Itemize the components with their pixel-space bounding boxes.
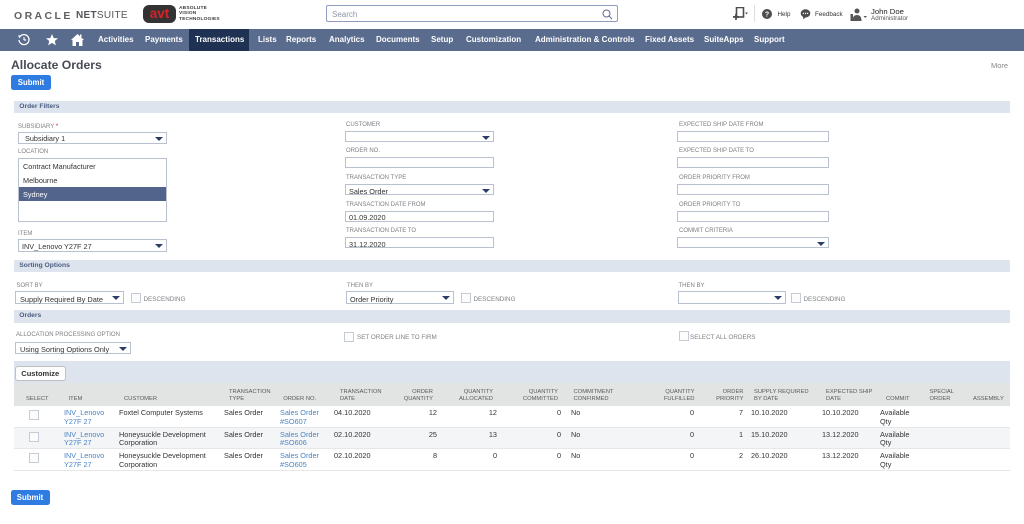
svg-text:?: ? bbox=[765, 12, 769, 19]
